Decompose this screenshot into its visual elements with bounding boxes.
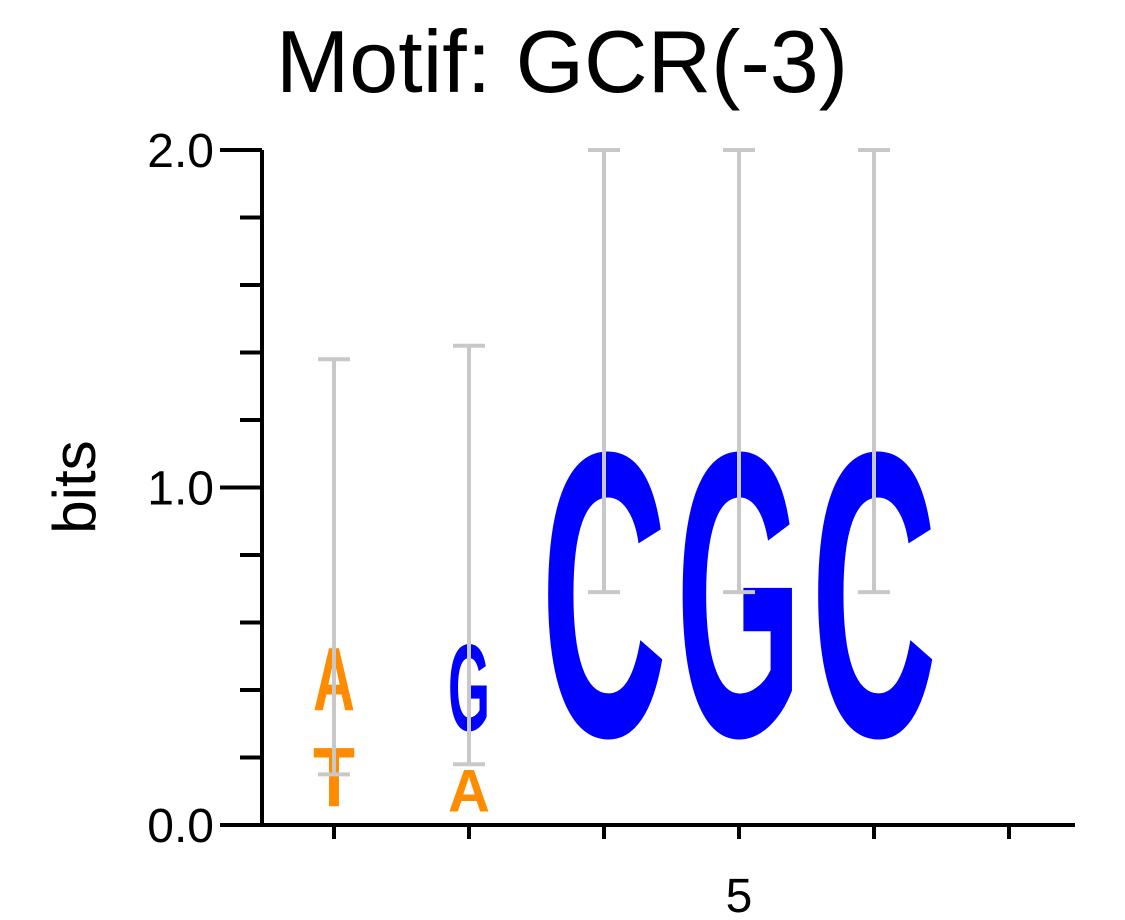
logo-letter-a: A bbox=[448, 757, 490, 825]
y-tick-label: 0.0 bbox=[147, 800, 214, 853]
error-bars bbox=[318, 148, 890, 777]
error-bar bbox=[453, 343, 485, 767]
chart-title: Motif: GCR(-3) bbox=[276, 12, 848, 111]
x-tick-label: 5 bbox=[726, 870, 753, 920]
error-bar bbox=[588, 148, 620, 595]
y-axis-label: bits bbox=[41, 440, 108, 533]
axes: 0.0 1.0 2.0 5 bbox=[147, 125, 1075, 920]
error-bar bbox=[318, 357, 350, 777]
error-bar bbox=[723, 148, 755, 595]
error-bar bbox=[858, 148, 890, 595]
y-tick-label: 1.0 bbox=[147, 463, 214, 516]
y-tick-label: 2.0 bbox=[147, 125, 214, 178]
